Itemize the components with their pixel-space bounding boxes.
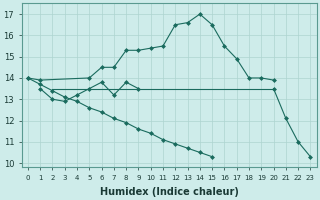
X-axis label: Humidex (Indice chaleur): Humidex (Indice chaleur) <box>100 187 239 197</box>
